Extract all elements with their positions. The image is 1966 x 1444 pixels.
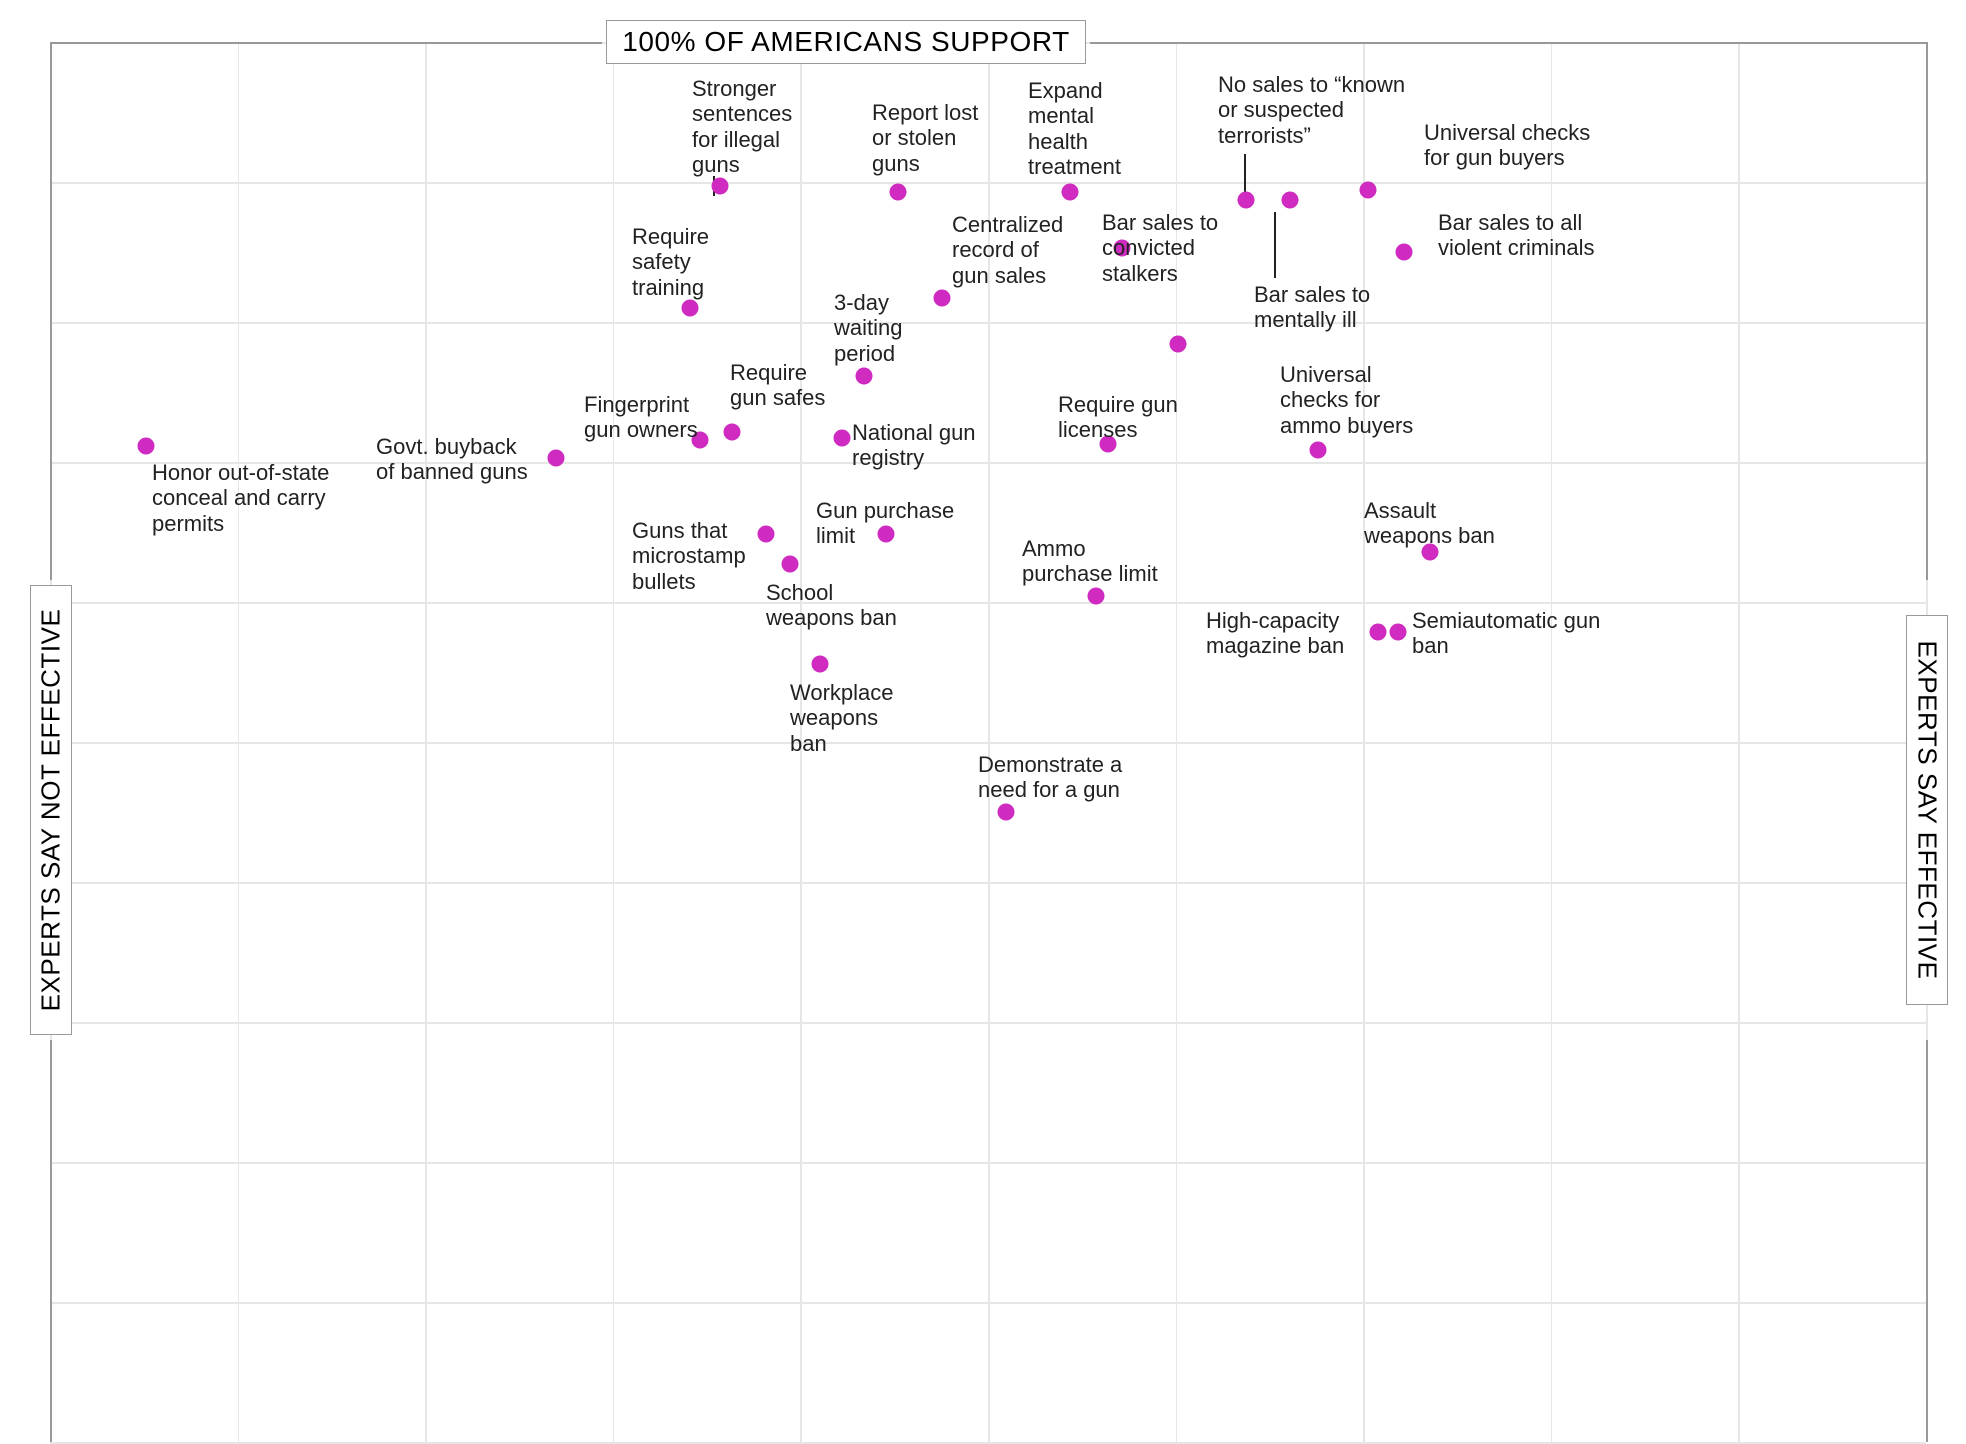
- data-point: [724, 424, 741, 441]
- axis-label-top: 100% OF AMERICANS SUPPORT: [606, 20, 1086, 64]
- gridline-horizontal: [50, 1442, 1926, 1444]
- plot-frame: [50, 42, 52, 580]
- data-label: Assault weapons ban: [1364, 498, 1495, 549]
- data-label: Bar sales to convicted stalkers: [1102, 210, 1218, 286]
- data-label: Honor out-of-state conceal and carry per…: [152, 460, 329, 536]
- data-point: [1390, 624, 1407, 641]
- data-point: [1062, 184, 1079, 201]
- data-label: National gun registry: [852, 420, 976, 471]
- gridline-horizontal: [50, 882, 1926, 884]
- data-label: School weapons ban: [766, 580, 897, 631]
- data-label: Demonstrate a need for a gun: [978, 752, 1122, 803]
- data-point: [1282, 192, 1299, 209]
- data-point: [758, 526, 775, 543]
- data-label: Ammo purchase limit: [1022, 536, 1158, 587]
- data-label: Centralized record of gun sales: [952, 212, 1063, 288]
- leader-line: [1274, 212, 1276, 278]
- data-label: Bar sales to mentally ill: [1254, 282, 1370, 333]
- data-point: [812, 656, 829, 673]
- data-label: Expand mental health treatment: [1028, 78, 1121, 179]
- data-point: [138, 438, 155, 455]
- leader-line: [1244, 154, 1246, 192]
- data-point: [1310, 442, 1327, 459]
- data-point: [712, 178, 729, 195]
- data-label: Report lost or stolen guns: [872, 100, 978, 176]
- data-point: [998, 804, 1015, 821]
- plot-frame: [1926, 1040, 1928, 1442]
- data-point: [834, 430, 851, 447]
- data-label: Stronger sentences for illegal guns: [692, 76, 792, 177]
- data-label: Require gun safes: [730, 360, 825, 411]
- data-point: [1396, 244, 1413, 261]
- data-label: Govt. buyback of banned guns: [376, 434, 528, 485]
- axis-label-left-text: EXPERTS SAY NOT EFFECTIVE: [36, 609, 67, 1012]
- data-label: Require gun licenses: [1058, 392, 1178, 443]
- axis-label-right: EXPERTS SAY EFFECTIVE: [1906, 615, 1948, 1005]
- data-label: Workplace weapons ban: [790, 680, 894, 756]
- data-point: [856, 368, 873, 385]
- data-point: [1238, 192, 1255, 209]
- data-label: Gun purchase limit: [816, 498, 954, 549]
- data-point: [682, 300, 699, 317]
- data-label: Fingerprint gun owners: [584, 392, 698, 443]
- gridline-horizontal: [50, 1302, 1926, 1304]
- data-label: High-capacity magazine ban: [1206, 608, 1344, 659]
- plot-frame: [50, 1040, 52, 1442]
- axis-label-right-text: EXPERTS SAY EFFECTIVE: [1912, 641, 1943, 980]
- data-label: Require safety training: [632, 224, 709, 300]
- data-label: Bar sales to all violent criminals: [1438, 210, 1595, 261]
- plot-frame: [1926, 42, 1928, 580]
- gridline-horizontal: [50, 742, 1926, 744]
- gridline-horizontal: [50, 1022, 1926, 1024]
- data-label: 3-day waiting period: [834, 290, 902, 366]
- data-point: [934, 290, 951, 307]
- data-label: No sales to “known or suspected terroris…: [1218, 72, 1405, 148]
- gridline-horizontal: [50, 462, 1926, 464]
- plot-frame: [50, 42, 602, 44]
- gridline-horizontal: [50, 1162, 1926, 1164]
- data-label: Universal checks for ammo buyers: [1280, 362, 1413, 438]
- data-point: [890, 184, 907, 201]
- plot-frame: [1090, 42, 1926, 44]
- data-point: [1370, 624, 1387, 641]
- data-label: Universal checks for gun buyers: [1424, 120, 1590, 171]
- data-point: [1088, 588, 1105, 605]
- data-point: [1170, 336, 1187, 353]
- axis-label-top-text: 100% OF AMERICANS SUPPORT: [622, 21, 1070, 62]
- gridline-horizontal: [50, 182, 1926, 184]
- axis-label-left: EXPERTS SAY NOT EFFECTIVE: [30, 585, 72, 1035]
- scatter-plot: 100% OF AMERICANS SUPPORT EXPERTS SAY NOT…: [0, 0, 1966, 1444]
- gridline-horizontal: [50, 602, 1926, 604]
- gridline-horizontal: [50, 322, 1926, 324]
- data-label: Semiautomatic gun ban: [1412, 608, 1600, 659]
- data-label: Guns that microstamp bullets: [632, 518, 746, 594]
- data-point: [548, 450, 565, 467]
- data-point: [1360, 182, 1377, 199]
- data-point: [782, 556, 799, 573]
